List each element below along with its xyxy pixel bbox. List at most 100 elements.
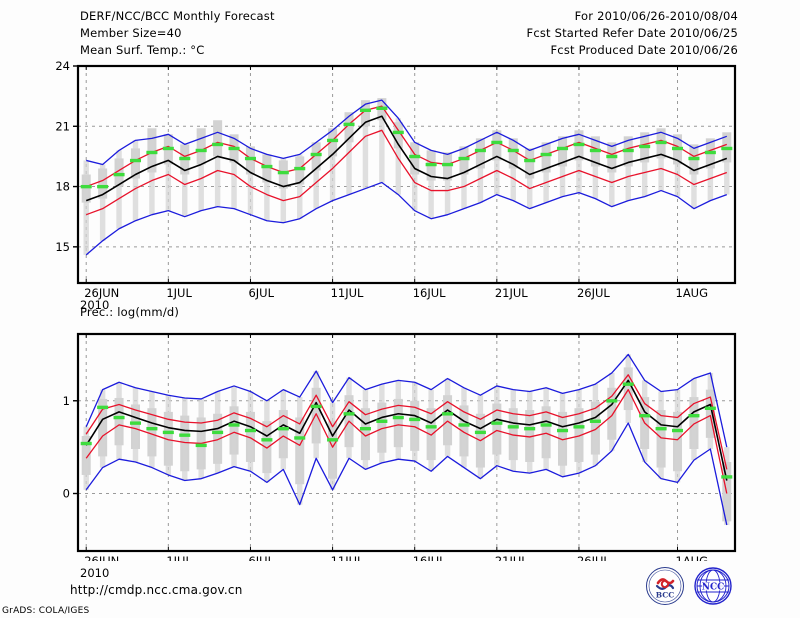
ensemble-whisker: [592, 140, 599, 199]
ensemble-whisker: [559, 138, 566, 197]
median-marker: [622, 382, 634, 386]
median-marker: [310, 404, 322, 409]
median-marker: [195, 443, 207, 448]
series-line-ensemble-min: [85, 422, 728, 526]
ensemble-whisker: [132, 387, 139, 462]
ensemble-whisker: [99, 164, 106, 241]
ensemble-whisker: [99, 389, 106, 468]
x-tick-label: 1AUG: [676, 286, 709, 300]
median-marker: [704, 150, 716, 155]
ensemble-whisker: [379, 384, 385, 463]
ensemble-whisker: [83, 426, 89, 490]
median-marker: [359, 108, 371, 113]
ensemble-whisker: [264, 400, 270, 483]
ensemble-whisker: [362, 104, 369, 189]
median-marker: [606, 399, 618, 403]
ensemble-whisker: [658, 132, 664, 191]
median-marker: [688, 414, 700, 418]
median-marker: [442, 162, 454, 167]
median-marker: [146, 150, 158, 155]
header-right-block: For 2010/06/26-2010/08/04 Fcst Started R…: [527, 8, 739, 59]
logo-group: BCC NCC: [645, 566, 755, 606]
median-marker: [212, 430, 224, 435]
plot-frame: [76, 64, 737, 285]
x-tick-label: 26JUN: [84, 286, 119, 300]
median-marker: [639, 414, 651, 418]
median-marker: [179, 433, 191, 437]
ensemble-whisker: [674, 389, 681, 483]
median-marker: [113, 415, 125, 420]
median-marker: [589, 148, 601, 153]
y-tick-label: 21: [55, 119, 70, 133]
ensemble-whisker: [182, 144, 188, 217]
ensemble-whisker: [461, 387, 467, 468]
ensemble-whisker: [477, 140, 484, 203]
ensemble-whisker: [641, 136, 648, 197]
ensemble-whisker: [182, 397, 188, 481]
member-size-label: Member Size=40: [80, 26, 182, 40]
median-marker: [721, 475, 733, 479]
median-marker: [392, 415, 404, 420]
y-tick-label: 0: [63, 487, 70, 501]
ensemble-whisker: [592, 384, 599, 466]
y-tick-label: 1: [63, 394, 70, 408]
median-marker: [376, 106, 388, 110]
ensemble-whisker: [691, 148, 697, 209]
ensemble-whisker: [198, 138, 204, 211]
ensemble-whisker: [412, 382, 418, 462]
x-tick-label: 21JUL: [495, 286, 528, 300]
median-marker: [179, 156, 191, 161]
ensemble-whisker: [280, 158, 287, 223]
ensemble-whisker: [707, 142, 714, 201]
median-marker: [474, 148, 486, 153]
temperature-chart-svg: 26JUN 1JUL 6JUL 11JUL 16JUL 21JUL 26JUL 1AUG 15 1…: [55, 60, 737, 300]
ensemble-whisker: [165, 134, 172, 211]
temperature-year-label: 2010: [80, 298, 110, 312]
median-marker: [129, 158, 142, 163]
forecast-title: DERF/NCC/BCC Monthly Forecast: [80, 9, 275, 23]
ensemble-whisker: [428, 150, 434, 219]
x-tick-label: 26JUL: [577, 286, 610, 300]
series-line-lower-quartile: [85, 388, 728, 494]
x-tick-label: 16JUL: [413, 554, 446, 561]
ensemble-whisker: [526, 391, 533, 474]
x-tick-label: 1JUL: [166, 554, 192, 561]
median-marker: [458, 423, 470, 427]
ensemble-whisker: [116, 382, 122, 460]
header: DERF/NCC/BCC Monthly Forecast Member Siz…: [0, 0, 800, 62]
ensemble-whisker: [395, 380, 401, 460]
median-marker: [392, 130, 404, 135]
ensemble-whisker: [346, 377, 352, 459]
ensemble-whisker: [428, 389, 434, 472]
median-marker: [343, 412, 355, 416]
ncc-logo-icon: NCC: [694, 567, 732, 605]
median-marker: [359, 426, 371, 431]
ensemble-whisker: [526, 150, 533, 209]
grads-credit: GrADS: COLA/IGES: [2, 606, 90, 616]
median-marker: [671, 428, 684, 433]
median-marker: [343, 122, 355, 127]
median-marker: [540, 423, 552, 427]
plot-frame: [76, 332, 737, 553]
median-marker: [162, 146, 174, 151]
ensemble-whisker: [444, 154, 451, 215]
precipitation-chart: 26JUN 1JUL 6JUL 11JUL 16JUL 21JUL 26JUL 1AUG 0 1: [0, 316, 800, 561]
ensemble-whisker: [724, 136, 730, 195]
series-line-ensemble-mean: [85, 379, 728, 481]
median-marker: [458, 156, 470, 161]
ensemble-whisker: [83, 160, 89, 255]
ensemble-whisker: [264, 154, 270, 221]
forecast-produced-label: Fcst Produced Date 2010/06/26: [550, 43, 738, 57]
series-line-ensemble-min: [85, 181, 728, 256]
median-marker: [442, 412, 454, 416]
x-tick-label: 26JUN: [84, 554, 119, 561]
ensemble-whisker: [313, 142, 319, 209]
ensemble-whisker: [559, 393, 566, 477]
website-url[interactable]: http://cmdp.ncc.cma.gov.cn: [70, 583, 243, 597]
precipitation-panel-caption: Prec.: log(mm/d): [80, 305, 180, 319]
temperature-chart: 26JUN 1JUL 6JUL 11JUL 16JUL 21JUL 26JUL 1AUG 15 1…: [0, 60, 800, 305]
median-marker: [425, 162, 437, 167]
median-marker: [688, 156, 700, 161]
ensemble-whisker: [609, 146, 615, 207]
y-tick-label: 24: [55, 60, 70, 73]
